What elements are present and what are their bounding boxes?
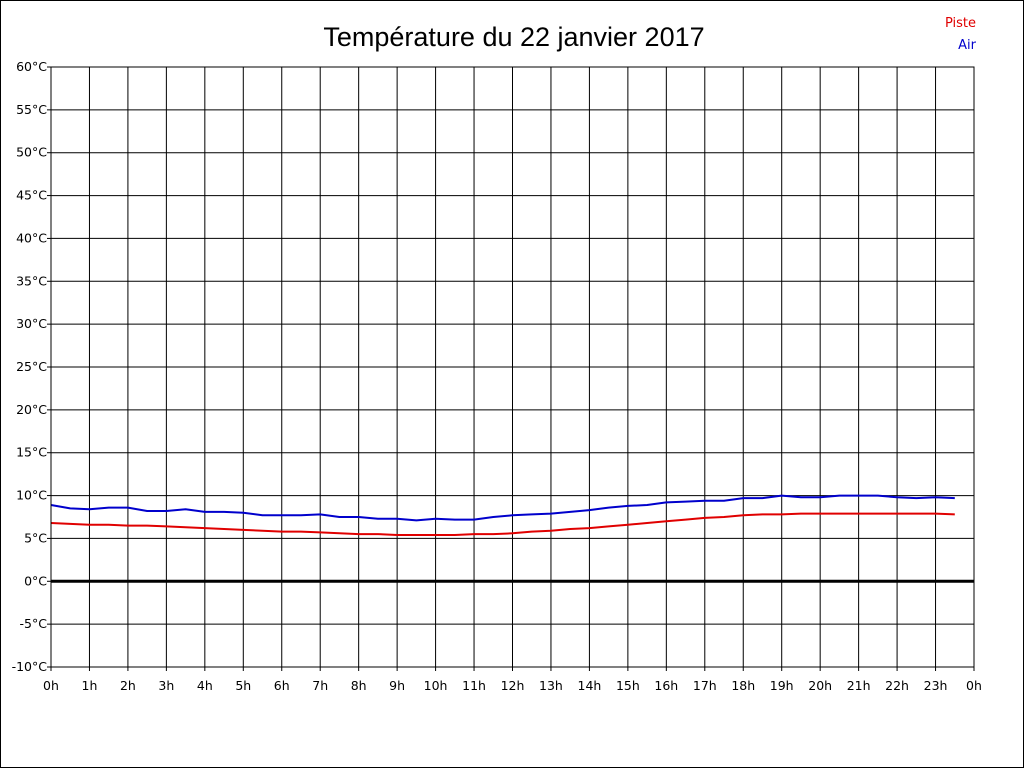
y-tick-label: 45°C bbox=[16, 188, 47, 203]
x-tick-label: 7h bbox=[312, 678, 328, 693]
x-tick-label: 3h bbox=[158, 678, 174, 693]
x-tick-label: 21h bbox=[847, 678, 871, 693]
x-tick-label: 17h bbox=[693, 678, 717, 693]
x-tick-label: 9h bbox=[389, 678, 405, 693]
legend-entry-air: Air bbox=[958, 38, 977, 53]
x-axis: 0h 1h 2h 3h 4h 5h 6h 7h 8h 9h 10h 11h 12h 13h 14h 15h 16… bbox=[43, 667, 982, 693]
y-tick-label: 15°C bbox=[16, 445, 47, 460]
y-tick-label: 25°C bbox=[16, 359, 47, 374]
x-tick-label: 23h bbox=[924, 678, 948, 693]
legend-entry-piste: Piste bbox=[945, 16, 976, 31]
y-tick-label: 40°C bbox=[16, 230, 47, 245]
y-tick-label: 60°C bbox=[16, 59, 47, 74]
x-tick-label: 8h bbox=[351, 678, 367, 693]
x-tick-label: 4h bbox=[197, 678, 213, 693]
y-tick-label: 50°C bbox=[16, 145, 47, 160]
grid bbox=[50, 66, 975, 668]
x-tick-label: 13h bbox=[539, 678, 563, 693]
x-tick-label: 22h bbox=[885, 678, 909, 693]
x-tick-label: 1h bbox=[82, 678, 98, 693]
y-tick-label: -5°C bbox=[20, 616, 48, 631]
series-line-air bbox=[50, 494, 955, 522]
x-tick-label: 0h bbox=[966, 678, 982, 693]
y-tick-label: 20°C bbox=[16, 402, 47, 417]
x-tick-label: 2h bbox=[120, 678, 136, 693]
x-tick-label: 5h bbox=[235, 678, 251, 693]
y-tick-label: 55°C bbox=[16, 102, 47, 117]
x-tick-label: 15h bbox=[616, 678, 640, 693]
y-tick-label: 5°C bbox=[24, 530, 47, 545]
x-tick-label: 16h bbox=[654, 678, 678, 693]
series-line-piste bbox=[50, 512, 955, 536]
y-tick-label: 10°C bbox=[16, 488, 47, 503]
chart-title: Température du 22 janvier 2017 bbox=[323, 22, 704, 52]
plot-frame bbox=[50, 66, 975, 668]
y-tick-label: -10°C bbox=[12, 659, 48, 674]
y-tick-label: 0°C bbox=[24, 573, 47, 588]
legend: Piste Air bbox=[945, 16, 977, 53]
x-tick-label: 10h bbox=[424, 678, 448, 693]
x-tick-label: 18h bbox=[731, 678, 755, 693]
x-tick-label: 0h bbox=[43, 678, 59, 693]
x-tick-label: 12h bbox=[501, 678, 525, 693]
x-tick-label: 11h bbox=[462, 678, 486, 693]
y-axis: 60°C 55°C 50°C 45°C 40°C 35°C 30°C 25°C 20°C 15°C… bbox=[12, 59, 51, 674]
y-tick-label: 30°C bbox=[16, 316, 47, 331]
x-tick-label: 20h bbox=[808, 678, 832, 693]
y-tick-label: 35°C bbox=[16, 273, 47, 288]
x-tick-label: 19h bbox=[770, 678, 794, 693]
x-tick-label: 6h bbox=[274, 678, 290, 693]
x-tick-label: 14h bbox=[578, 678, 602, 693]
series-group bbox=[50, 494, 955, 536]
